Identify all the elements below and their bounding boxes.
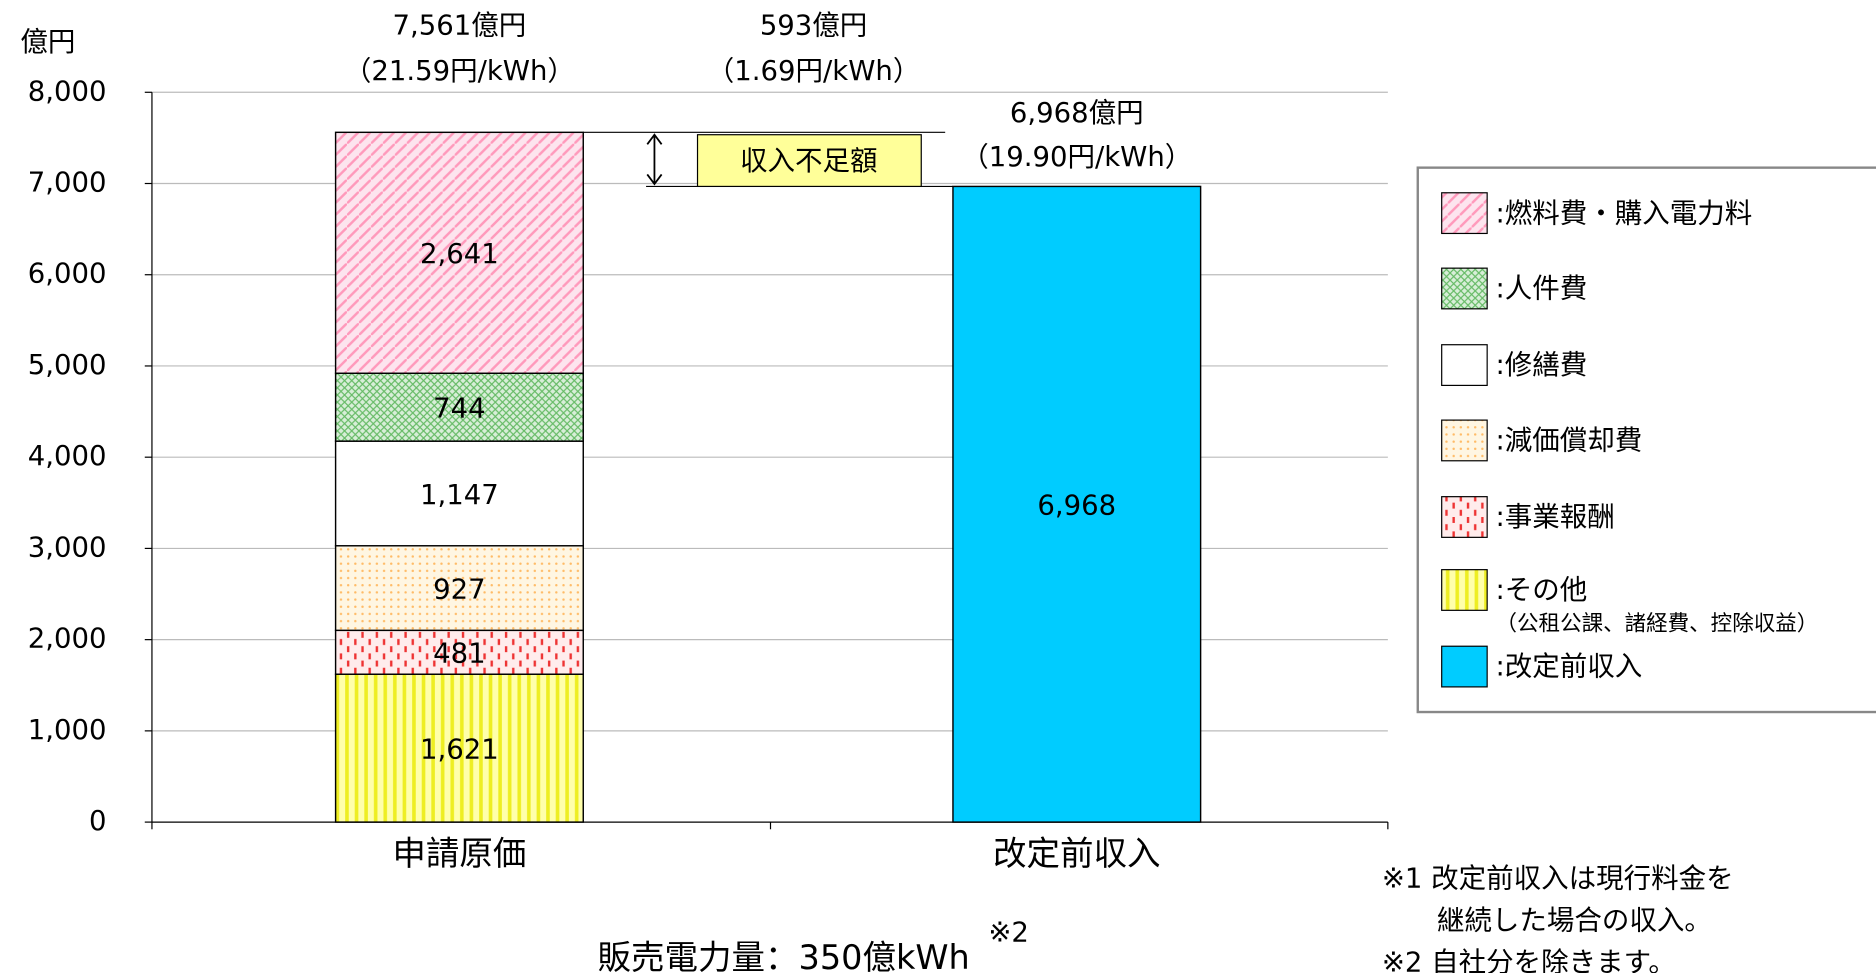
legend-label: :その他 <box>1496 574 1588 606</box>
gap-label: 収入不足額 <box>740 145 877 177</box>
arrow-head <box>646 133 663 186</box>
annotation: 6,968億円 <box>1010 97 1144 129</box>
y-tick-label: 0 <box>89 805 107 837</box>
footnote: 継続した場合の収入。 <box>1382 904 1712 936</box>
legend-label: :事業報酬 <box>1496 501 1615 533</box>
annotation: 593億円 <box>760 9 868 41</box>
x-axis-label-note: ※2 <box>988 916 1029 948</box>
bar-segment <box>334 673 584 823</box>
x-tick-label: 改定前収入 <box>993 834 1161 873</box>
data-label: 2,641 <box>420 238 499 270</box>
data-label: 927 <box>433 573 486 605</box>
gap-box <box>696 134 922 188</box>
data-label: 481 <box>433 638 486 670</box>
y-tick-label: 8,000 <box>28 75 107 107</box>
legend-swatch <box>1441 344 1488 386</box>
footnote: ※1 改定前収入は現行料金を <box>1382 863 1734 895</box>
legend-note: （公租公課、諸経費、控除収益） <box>1496 612 1819 637</box>
y-tick-label: 5,000 <box>28 349 107 381</box>
annotation: 7,561億円 <box>393 9 527 41</box>
legend-swatch <box>1441 192 1488 235</box>
annotation: （19.90円/kWh） <box>961 141 1192 173</box>
legend-label: :改定前収入 <box>1496 651 1643 683</box>
legend-label: :減価償却費 <box>1496 425 1643 457</box>
annotation: （21.59円/kWh） <box>344 55 575 87</box>
annotation: （1.69円/kWh） <box>707 55 921 87</box>
bar-segment <box>334 545 584 632</box>
y-tick-label: 1,000 <box>28 714 107 746</box>
legend-swatch <box>1441 645 1488 688</box>
y-tick-label: 2,000 <box>28 623 107 655</box>
x-axis-label: 販売電力量：350億kWh <box>598 938 970 973</box>
data-label: 1,147 <box>420 479 499 511</box>
y-unit: 億円 <box>20 26 75 58</box>
data-label: 6,968 <box>1037 490 1116 522</box>
legend-label: :修繕費 <box>1496 349 1588 381</box>
legend-swatch <box>1441 419 1488 462</box>
y-tick-label: 4,000 <box>28 440 107 472</box>
y-tick-label: 3,000 <box>28 531 107 563</box>
legend-label: :燃料費・購入電力料 <box>1496 197 1753 229</box>
legend-swatch <box>1441 569 1488 611</box>
footnote: ※2 自社分を除きます。 <box>1382 946 1676 973</box>
bar-segment <box>952 185 1202 823</box>
data-label: 744 <box>433 393 486 425</box>
data-label: 1,621 <box>420 734 499 766</box>
y-tick-label: 6,000 <box>28 258 107 290</box>
y-tick-label: 7,000 <box>28 167 107 199</box>
bar-segment <box>334 131 584 374</box>
x-tick-label: 申請原価 <box>392 834 526 873</box>
legend-label: :人件費 <box>1496 273 1588 305</box>
bar-segment <box>334 629 584 675</box>
legend-box <box>1416 166 1876 714</box>
bar-segment <box>334 372 584 442</box>
legend-swatch <box>1441 267 1488 310</box>
bar-segment <box>334 440 584 547</box>
legend-swatch <box>1441 496 1488 538</box>
